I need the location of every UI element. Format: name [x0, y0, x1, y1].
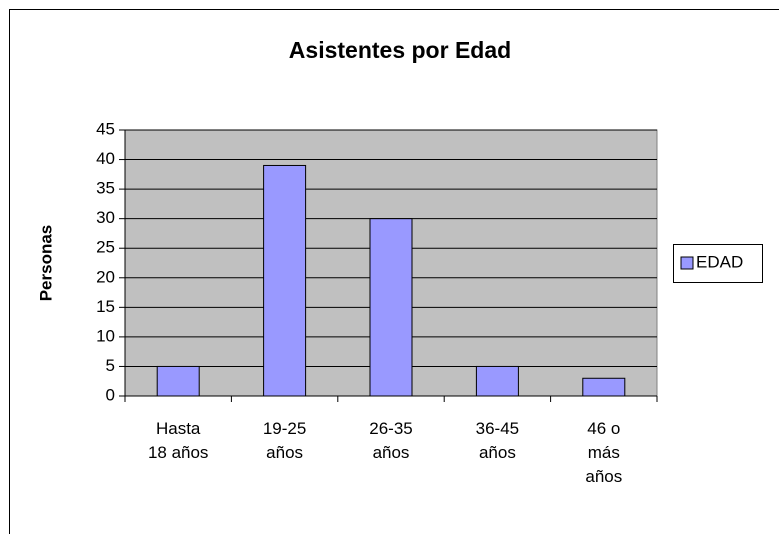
y-tick-label: 45 [96, 119, 115, 138]
legend-label: EDAD [696, 252, 743, 271]
bar [263, 164, 307, 397]
x-tick-label: 19-25 años [262, 419, 307, 462]
y-tick-label: 35 [96, 179, 115, 198]
y-tick-label: 40 [96, 149, 115, 168]
x-tick-label: 26-35 años [369, 419, 413, 462]
y-tick-label: 30 [96, 208, 115, 227]
x-tick-label: 36-45 años [475, 419, 520, 462]
y-tick-label: 25 [96, 238, 115, 257]
bar [582, 377, 626, 397]
bar [369, 218, 413, 397]
y-tick-label: 10 [96, 326, 115, 345]
x-tick-label: 46 o más años [585, 419, 623, 486]
y-tick-label: 20 [96, 267, 115, 286]
bar [156, 365, 200, 397]
y-axis-label: Personas [36, 225, 55, 302]
y-tick-label: 5 [106, 356, 115, 375]
y-tick-label: 15 [96, 297, 115, 316]
chart-title: Asistentes por Edad [289, 37, 511, 63]
bar [475, 365, 519, 397]
x-tick-label: Hasta 18 años [147, 419, 209, 462]
y-tick-label: 0 [106, 385, 115, 404]
legend-swatch [680, 256, 694, 270]
